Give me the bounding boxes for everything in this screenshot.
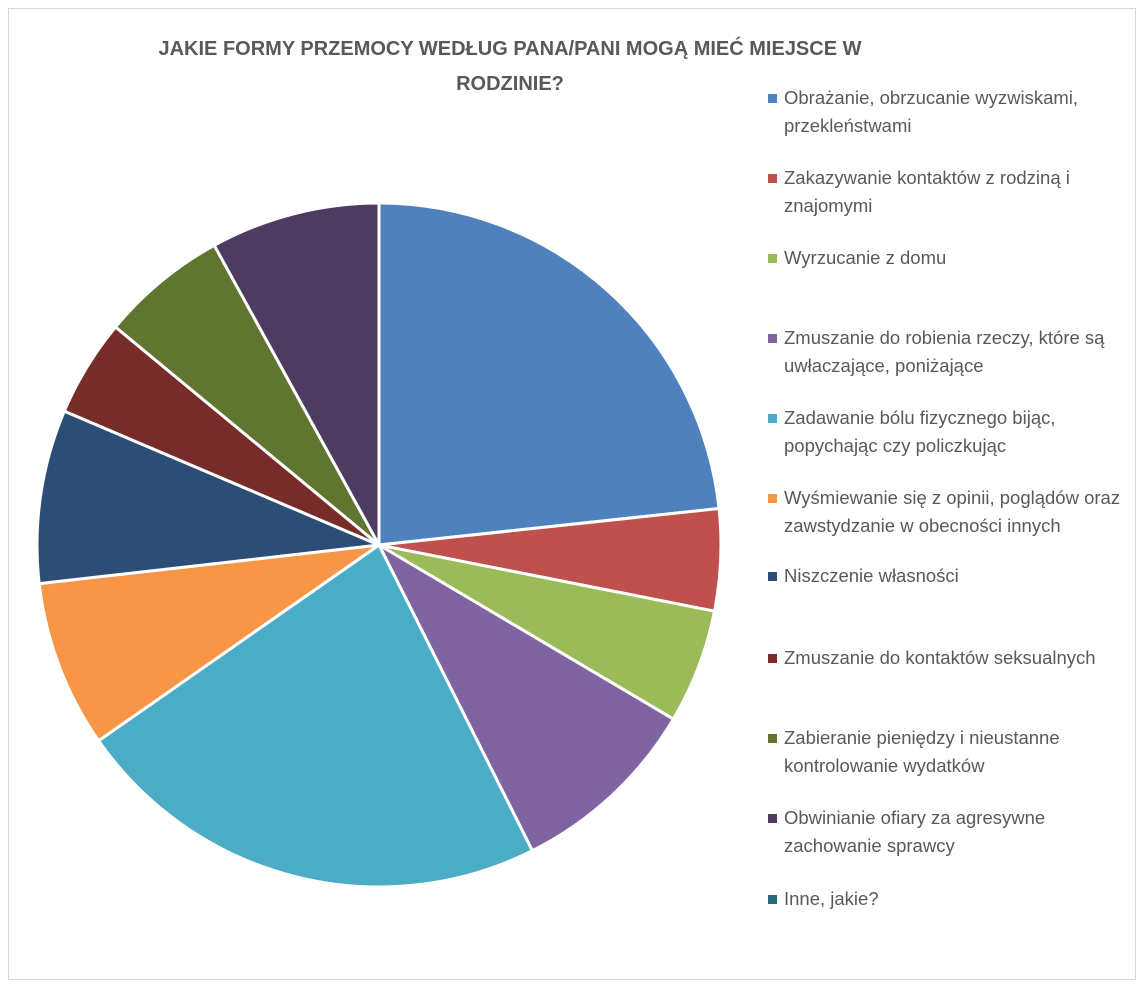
pie-slice-1 bbox=[377, 201, 721, 547]
legend-item-11: Inne, jakie? bbox=[768, 885, 1143, 913]
legend-item-8: Zmuszanie do kontaktów seksualnych bbox=[768, 644, 1143, 672]
legend-swatch bbox=[768, 254, 777, 263]
legend-label: Niszczenie własności bbox=[784, 565, 959, 586]
legend-item-6: Wyśmiewanie się z opinii, poglądów oraz … bbox=[768, 484, 1143, 540]
legend-item-1: Obrażanie, obrzucanie wyzwiskami, przekl… bbox=[768, 84, 1143, 140]
chart-area bbox=[8, 8, 1136, 980]
pie-slice-5 bbox=[97, 543, 534, 889]
chart-title: JAKIE FORMY PRZEMOCY WEDŁUG PANA/PANI MO… bbox=[158, 38, 862, 95]
legend-swatch bbox=[768, 814, 777, 823]
legend-swatch bbox=[768, 334, 777, 343]
legend-item-9: Zabieranie pieniędzy i nieustanne kontro… bbox=[768, 724, 1143, 780]
legend-swatch bbox=[768, 94, 777, 103]
legend-label: Inne, jakie? bbox=[784, 888, 879, 909]
legend-swatch bbox=[768, 174, 777, 183]
legend-label: Zadawanie bólu fizycznego bijąc, popycha… bbox=[784, 407, 1056, 456]
legend-label: Wyrzucanie z domu bbox=[784, 247, 947, 268]
legend-label: Zabieranie pieniędzy i nieustanne kontro… bbox=[784, 727, 1060, 776]
legend-swatch bbox=[768, 895, 777, 904]
legend-label: Wyśmiewanie się z opinii, poglądów oraz … bbox=[784, 487, 1121, 536]
legend-item-10: Obwinianie ofiary za agresywne zachowani… bbox=[768, 804, 1143, 860]
legend-item-7: Niszczenie własności bbox=[768, 562, 1143, 590]
legend-swatch bbox=[768, 414, 777, 423]
pie-slice-7 bbox=[35, 409, 381, 586]
legend-label: Obwinianie ofiary za agresywne zachowani… bbox=[784, 807, 1046, 856]
legend-label: Zmuszanie do kontaktów seksualnych bbox=[784, 647, 1096, 668]
legend-label: Zmuszanie do robienia rzeczy, które są u… bbox=[784, 327, 1105, 376]
legend-swatch bbox=[768, 654, 777, 663]
legend-item-3: Wyrzucanie z domu bbox=[768, 244, 1143, 272]
legend-swatch bbox=[768, 572, 777, 581]
legend-swatch bbox=[768, 494, 777, 503]
legend-label: Obrażanie, obrzucanie wyzwiskami, przekl… bbox=[784, 87, 1079, 136]
legend-label: Zakazywanie kontaktów z rodziną i znajom… bbox=[784, 167, 1070, 216]
pie-slice-4 bbox=[377, 543, 675, 853]
pie-slice-10 bbox=[212, 201, 381, 547]
legend-item-4: Zmuszanie do robienia rzeczy, które są u… bbox=[768, 324, 1143, 380]
pie-slice-9 bbox=[113, 243, 381, 547]
legend-swatch bbox=[768, 734, 777, 743]
legend-item-2: Zakazywanie kontaktów z rodziną i znajom… bbox=[768, 164, 1143, 220]
legend-item-5: Zadawanie bólu fizycznego bijąc, popycha… bbox=[768, 404, 1143, 460]
pie-slice-6 bbox=[37, 543, 381, 743]
